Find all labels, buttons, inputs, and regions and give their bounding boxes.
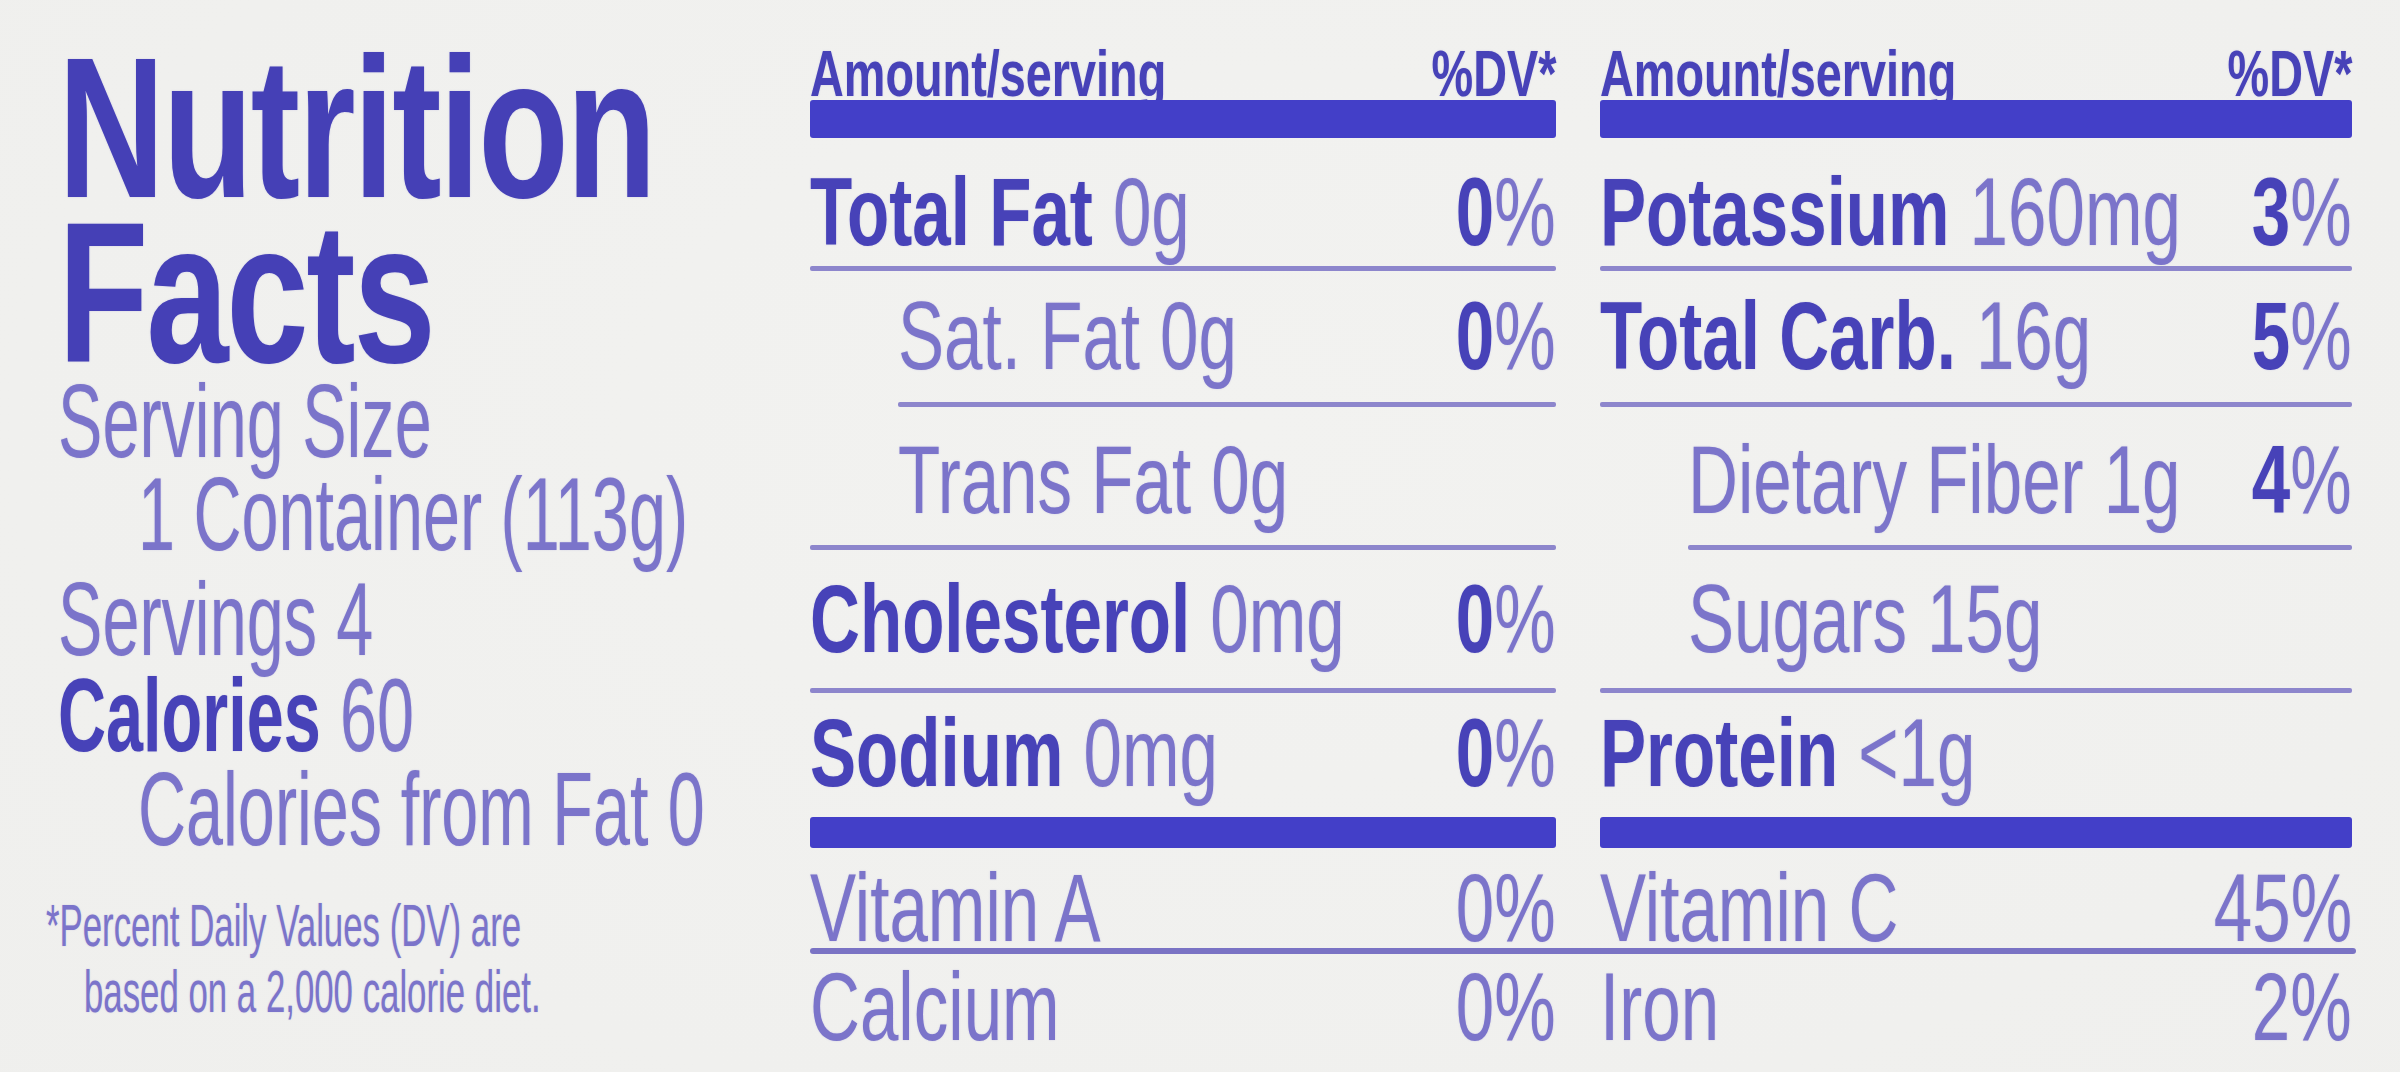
- nutrient-amount: 1g: [2104, 426, 2181, 533]
- row-potassium: Potassium160mg 3%: [1600, 165, 2352, 259]
- dv-number: 0: [1456, 158, 1494, 265]
- divider: [898, 402, 1556, 407]
- divider: [1600, 688, 2352, 693]
- dv-percent-sign: %: [1495, 282, 1556, 389]
- nutrition-facts-label: Nutrition Facts Serving Size 1 Container…: [0, 0, 2400, 1072]
- divider: [810, 545, 1556, 550]
- divider: [810, 266, 1556, 271]
- footnote-line-2: based on a 2,000 calorie diet.: [84, 962, 871, 1022]
- row-protein: Protein<1g: [1600, 706, 2352, 800]
- divider: [1600, 266, 2352, 271]
- calories-from-fat-value: 0: [668, 751, 705, 867]
- row-vitamin-a: Vitamin A 0%: [810, 861, 1556, 955]
- servings-line: Servings4: [58, 567, 551, 671]
- section-bar: [1600, 817, 2352, 848]
- dv-header: %DV*: [2227, 41, 2352, 106]
- row-total-fat: Total Fat0g 0%: [810, 165, 1556, 259]
- nutrient-amount: 160mg: [1970, 158, 2181, 265]
- divider: [1688, 545, 2352, 550]
- nutrient-amount: 0g: [1211, 426, 1288, 533]
- amount-serving-header: Amount/serving: [1600, 41, 1956, 106]
- nutrient-amount: 0mg: [1083, 699, 1217, 806]
- dv-number: 3: [2252, 158, 2290, 265]
- micronutrient-dv: 0%: [1456, 861, 1556, 955]
- dv-percent-sign: %: [1495, 158, 1556, 265]
- nutrient-name: Potassium: [1600, 158, 1950, 265]
- micronutrient-divider: [810, 948, 2356, 954]
- calories-from-fat-label: Calories from Fat: [138, 751, 648, 867]
- row-trans-fat: Trans Fat0g: [810, 433, 1556, 527]
- divider: [810, 688, 1556, 693]
- nutrient-amount: 16g: [1976, 282, 2091, 389]
- dv-percent-sign: %: [1495, 699, 1556, 806]
- micronutrient-name: Vitamin A: [810, 861, 1101, 955]
- nutrient-name: Sodium: [810, 699, 1063, 806]
- dv-number: 5: [2252, 282, 2290, 389]
- dv-number: 0: [1456, 699, 1494, 806]
- nutrient-name: Total Fat: [810, 158, 1093, 265]
- row-sugars: Sugars15g: [1600, 572, 2352, 666]
- column-header: Amount/serving %DV*: [1600, 41, 2352, 106]
- row-dietary-fiber: Dietary Fiber1g 4%: [1600, 433, 2352, 527]
- row-total-carb: Total Carb.16g 5%: [1600, 289, 2352, 383]
- nutrient-name: Sat. Fat: [898, 282, 1140, 389]
- nutrient-amount: 0g: [1160, 282, 1237, 389]
- dv-percent-sign: %: [2291, 282, 2352, 389]
- header-bar: [810, 100, 1556, 138]
- divider: [1600, 402, 2352, 407]
- micronutrient-dv: 2%: [2252, 960, 2352, 1054]
- nutrient-amount: 0mg: [1210, 565, 1344, 672]
- micronutrient-dv: 45%: [2214, 861, 2352, 955]
- nutrient-name: Protein: [1600, 699, 1838, 806]
- dv-header: %DV*: [1431, 41, 1556, 106]
- footnote-line-1: *Percent Daily Values (DV) are: [46, 896, 865, 956]
- column-header: Amount/serving %DV*: [810, 41, 1556, 106]
- nutrient-amount: <1g: [1858, 699, 1975, 806]
- nutrient-name: Trans Fat: [898, 426, 1191, 533]
- nutrient-name: Total Carb.: [1600, 282, 1956, 389]
- row-sodium: Sodium0mg 0%: [810, 706, 1556, 800]
- micronutrient-name: Vitamin C: [1600, 861, 1898, 955]
- section-bar: [810, 817, 1556, 848]
- nutrient-amount: 15g: [1927, 565, 2042, 672]
- micronutrient-name: Calcium: [810, 960, 1060, 1054]
- dv-number: 0: [1456, 282, 1494, 389]
- amount-column-middle: Amount/serving %DV* Total Fat0g 0% Sat. …: [810, 0, 1556, 1072]
- dv-percent-sign: %: [2291, 158, 2352, 265]
- nutrient-amount: 0g: [1113, 158, 1190, 265]
- micronutrient-dv: 0%: [1456, 960, 1556, 1054]
- row-vitamin-c: Vitamin C 45%: [1600, 861, 2352, 955]
- row-calcium: Calcium 0%: [810, 960, 1556, 1054]
- amount-column-right: Amount/serving %DV* Potassium160mg 3% To…: [1600, 0, 2352, 1072]
- row-cholesterol: Cholesterol0mg 0%: [810, 572, 1556, 666]
- amount-serving-header: Amount/serving: [810, 41, 1166, 106]
- dv-percent-sign: %: [2291, 426, 2352, 533]
- row-sat-fat: Sat. Fat0g 0%: [810, 289, 1556, 383]
- dv-percent-sign: %: [1495, 565, 1556, 672]
- nutrient-name: Cholesterol: [810, 565, 1190, 672]
- row-iron: Iron 2%: [1600, 960, 2352, 1054]
- dv-number: 0: [1456, 565, 1494, 672]
- nutrient-name: Sugars: [1688, 565, 1907, 672]
- micronutrient-name: Iron: [1600, 960, 1719, 1054]
- header-bar: [1600, 100, 2352, 138]
- nutrient-name: Dietary Fiber: [1688, 426, 2084, 533]
- dv-number: 4: [2252, 426, 2290, 533]
